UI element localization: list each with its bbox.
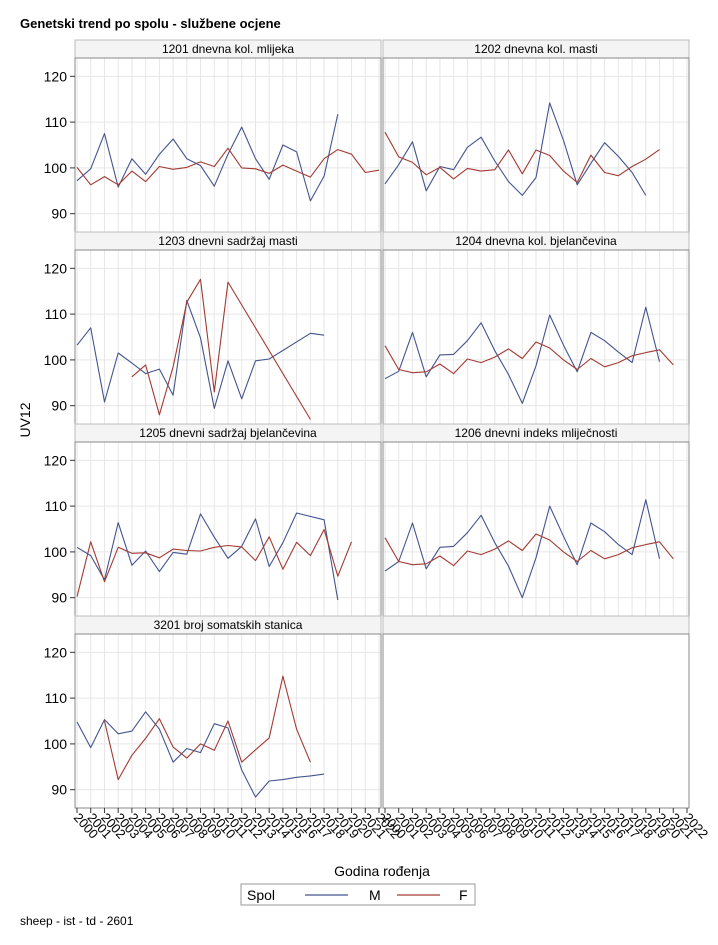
panel-1206-dnevni-indeks-mlijecnosti: 1206 dnevni indeks mliječnosti (382, 423, 690, 617)
series-line-f (384, 533, 674, 567)
y-tick-label: 120 (44, 644, 68, 660)
y-tick-label: 110 (45, 690, 68, 706)
y-tick-label: 110 (45, 306, 68, 322)
panel-1201-dnevna-kol-mlijeka: 1201 dnevna kol. mlijeka 90 100 110 120 (44, 39, 382, 233)
series-line-f (384, 341, 674, 375)
series-line-f (384, 131, 660, 184)
legend-label-f: F (459, 887, 468, 903)
y-tick-label: 120 (44, 452, 68, 468)
panels: 1201 dnevna kol. mlijeka 90 100 110 120 1202 … (44, 39, 711, 842)
panel-title: 1203 dnevni sadržaj masti (158, 234, 297, 248)
series-line-m (76, 512, 339, 601)
panel-title: 1205 dnevni sadržaj bjelančevina (139, 426, 317, 440)
legend-box (240, 883, 476, 906)
series-line-m (76, 114, 339, 202)
x-axis-label: Godina rođenja (334, 863, 430, 879)
y-tick-label: 100 (44, 352, 68, 368)
page-title: Genetski trend po spolu - službene ocjen… (20, 16, 281, 31)
panel-1205-dnevni-sadrzaj-bjelancevina: 1205 dnevni sadržaj bjelančevina 90 100 110… (44, 423, 382, 617)
y-tick-label: 90 (51, 206, 67, 222)
y-tick-label: 100 (44, 736, 68, 752)
series-line-m (384, 102, 647, 196)
panel-1204-dnevna-kol-bjelancevina: 1204 dnevna kol. bjelančevina (382, 231, 690, 425)
series-line-f (76, 147, 380, 186)
panel-1202-dnevna-kol-masti: 1202 dnevna kol. masti (382, 39, 690, 233)
series-line-m (76, 711, 325, 798)
panel-1203-dnevni-sadrzaj-masti: 1203 dnevni sadržaj masti 90 100 110 120 (44, 231, 382, 425)
y-tick-label: 90 (51, 782, 67, 798)
y-tick-label: 100 (44, 160, 68, 176)
panel-title: 1204 dnevna kol. bjelančevina (455, 234, 617, 248)
y-tick-label: 100 (44, 544, 68, 560)
y-tick-label: 110 (45, 498, 68, 514)
y-axis-label: UV12 (17, 402, 33, 437)
series-line-f (131, 278, 311, 420)
y-tick-label: 90 (51, 590, 67, 606)
legend-title: Spol (247, 887, 275, 903)
legend: Spol M F (240, 883, 476, 906)
legend-label-m: M (369, 887, 381, 903)
y-tick-label: 120 (44, 260, 68, 276)
panel-3201-broj-somatskih-stanica: 3201 broj somatskih stanica 90 100 110 120 (44, 615, 382, 809)
series-line-m (76, 299, 325, 409)
footer-note: sheep - ist - td - 2601 (20, 914, 134, 928)
panel-title: 3201 broj somatskih stanica (154, 618, 303, 632)
series-line-f (103, 675, 311, 781)
panel-title: 1206 dnevni indeks mliječnosti (455, 426, 618, 440)
series-line-f (76, 528, 353, 597)
panel-empty (382, 615, 690, 809)
panel-title: 1201 dnevna kol. mlijeka (162, 42, 294, 56)
y-tick-label: 120 (44, 68, 68, 84)
y-tick-label: 110 (45, 114, 68, 130)
y-tick-label: 90 (51, 398, 67, 414)
panel-header (382, 615, 690, 635)
empty-panel-frame (382, 633, 690, 809)
panel-title: 1202 dnevna kol. masti (474, 42, 597, 56)
